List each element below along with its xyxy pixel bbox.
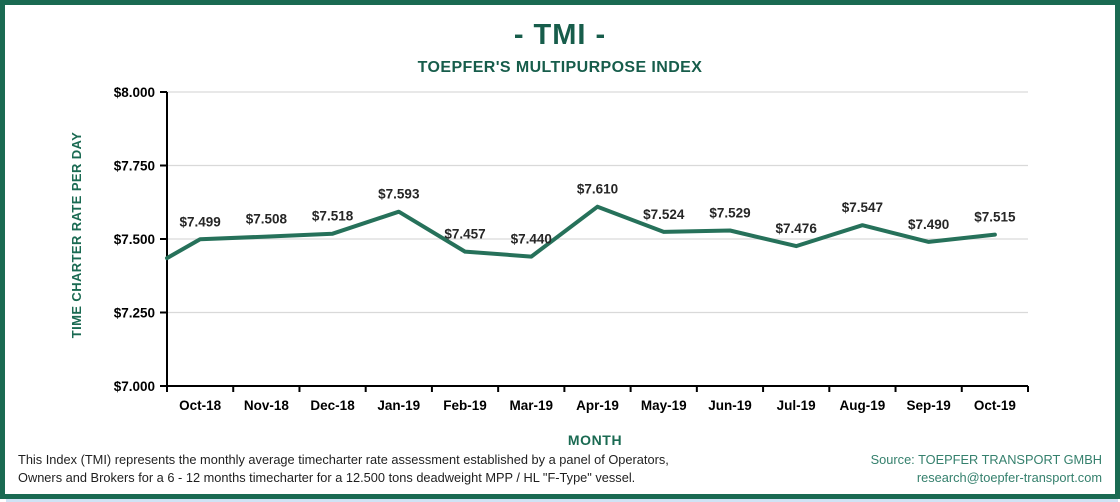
data-point-label: $7.508 (246, 212, 288, 227)
source-email: research@toepfer-transport.com (916, 470, 1102, 485)
chart-title: - TMI - (513, 19, 607, 51)
chart-canvas: $8.000 $7.750 $7.500 $7.250 $7.000 Oct-18 Nov-… (114, 85, 1029, 413)
y-tick-label: $7.500 (114, 232, 155, 247)
x-tick-label: Oct-18 (179, 398, 222, 413)
footer-note-line1: This Index (TMI) represents the monthly … (18, 452, 669, 467)
y-tick-label: $8.000 (114, 85, 155, 100)
data-point-label: $7.476 (776, 221, 818, 236)
x-tick-label: Oct-19 (974, 398, 1016, 413)
x-axis-title: MONTH (567, 432, 623, 448)
x-tick-label: Apr-19 (576, 398, 619, 413)
x-tick-label: Mar-19 (510, 398, 554, 413)
data-point-label: $7.610 (577, 182, 618, 197)
data-point-label: $7.515 (974, 210, 1016, 225)
bottom-edge-strip (6, 499, 1118, 502)
series-line (165, 204, 997, 261)
chart-subtitle: TOEPFER'S MULTIPURPOSE INDEX (417, 59, 703, 76)
x-tick-label: Nov-18 (244, 398, 290, 413)
data-point-label: $7.440 (511, 232, 552, 247)
data-point-label: $7.490 (908, 217, 949, 232)
chart-header: - TMI - TOEPFER'S MULTIPURPOSE INDEX (5, 19, 1115, 77)
y-tick-label: $7.250 (114, 306, 155, 321)
source-company: Source: TOEPFER TRANSPORT GMBH (870, 452, 1102, 467)
x-tick-label: Jun-19 (708, 398, 752, 413)
data-point-label: $7.593 (378, 187, 420, 202)
y-tick-label: $7.000 (114, 379, 155, 394)
x-tick-label: Aug-19 (840, 398, 886, 413)
x-tick-label: Feb-19 (443, 398, 487, 413)
x-tick-label: May-19 (641, 398, 687, 413)
x-tick-label: Sep-19 (907, 398, 951, 413)
data-point-label: $7.457 (444, 227, 485, 242)
data-point-label: $7.547 (842, 200, 883, 215)
data-point-label: $7.524 (643, 207, 685, 222)
y-tick-label: $7.750 (114, 159, 155, 174)
footer-source: Source: TOEPFER TRANSPORT GMBH research@… (871, 451, 1102, 487)
footer-note: This Index (TMI) represents the monthly … (18, 451, 669, 487)
x-tick-label: Dec-18 (310, 398, 355, 413)
data-point-label: $7.529 (709, 205, 750, 220)
data-point-label: $7.518 (312, 209, 354, 224)
footer-note-line2: Owners and Brokers for a 6 - 12 months t… (18, 470, 636, 485)
x-tick-label: Jul-19 (777, 398, 816, 413)
data-point-label: $7.499 (179, 214, 220, 229)
x-tick-label: Jan-19 (377, 398, 420, 413)
